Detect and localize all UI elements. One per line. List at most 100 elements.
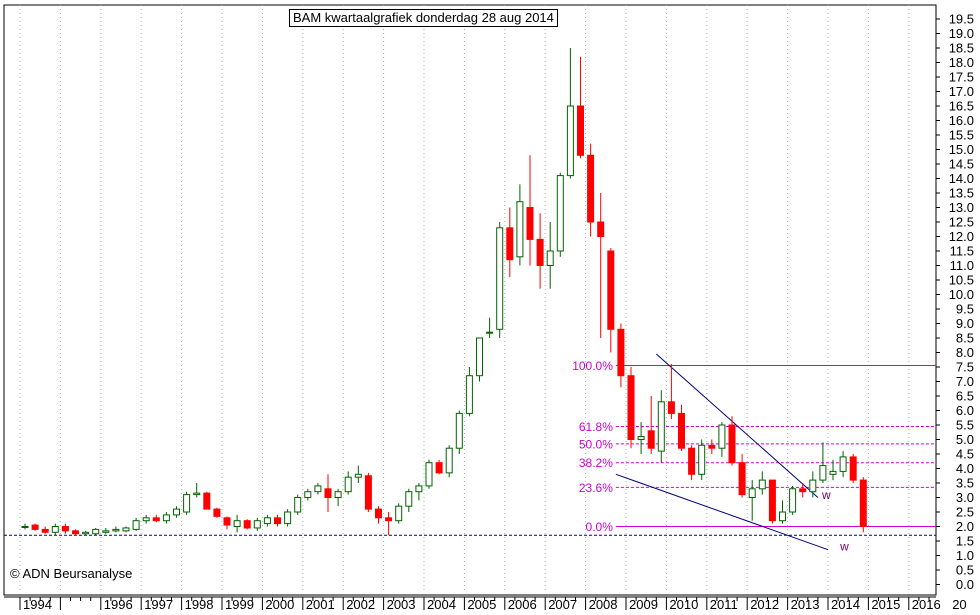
y-tick-label: 7.0 bbox=[956, 374, 974, 389]
y-tick-label: 9.0 bbox=[956, 316, 974, 331]
x-tick-label: 2009 bbox=[629, 597, 658, 610]
candle-down bbox=[577, 105, 584, 156]
fib-level-label: 50.0% bbox=[579, 437, 613, 451]
labels-layer: 100.0% 61.8% 50.0% 38.2% 23.6% 0.0% w w bbox=[572, 359, 849, 553]
candle-down bbox=[152, 517, 160, 522]
candle-up bbox=[465, 375, 473, 414]
y-tick-label: 17.0 bbox=[949, 84, 974, 99]
y-tick-label: 3.0 bbox=[956, 490, 974, 505]
candle-up bbox=[162, 514, 170, 522]
candle-up bbox=[556, 175, 564, 252]
y-tick-label: 11.5 bbox=[950, 244, 974, 259]
y-tick-label: 18.5 bbox=[949, 41, 974, 56]
y-tick-label: 19.0 bbox=[949, 26, 974, 41]
candle-down bbox=[324, 488, 332, 498]
y-tick-label: 1.5 bbox=[956, 534, 974, 549]
candle-down bbox=[688, 447, 696, 475]
candle-down bbox=[627, 375, 635, 441]
candle-up bbox=[718, 424, 726, 449]
candle-down bbox=[536, 238, 544, 266]
candle-down bbox=[506, 227, 514, 261]
x-tick-label: 1999 bbox=[225, 597, 254, 610]
axes-layer: 0.00.51.01.52.02.53.03.54.04.55.05.56.06… bbox=[4, 12, 974, 612]
candle-down bbox=[587, 154, 595, 223]
y-tick-label: 6.5 bbox=[956, 389, 974, 404]
candle-down bbox=[597, 221, 605, 237]
candle-down bbox=[223, 517, 231, 526]
x-tick-label: 1994 bbox=[23, 597, 52, 610]
candle-up bbox=[112, 528, 120, 532]
candle-up bbox=[102, 530, 110, 533]
x-tick-label: 2004 bbox=[427, 597, 456, 610]
x-tick-label: 2001 bbox=[306, 597, 335, 610]
x-tick-label: 2000 bbox=[265, 597, 294, 610]
candle-up bbox=[698, 444, 706, 475]
candle-down bbox=[708, 444, 716, 449]
y-tick-label: 19.5 bbox=[949, 12, 974, 27]
trendline bbox=[615, 473, 829, 551]
x-tick-label: 2007 bbox=[548, 597, 577, 610]
candle-up bbox=[294, 497, 302, 513]
candle-up bbox=[142, 517, 150, 522]
candle-up bbox=[82, 531, 90, 535]
x-tick-label: 2010 bbox=[669, 597, 698, 610]
x-tick-label: 2016 bbox=[912, 597, 941, 610]
candle-down bbox=[526, 207, 534, 240]
candle-up bbox=[546, 250, 554, 266]
y-tick-label: 12.0 bbox=[949, 229, 974, 244]
candle-up bbox=[657, 401, 665, 452]
candle-up bbox=[455, 412, 463, 449]
candle-down bbox=[799, 488, 807, 493]
candle-up bbox=[486, 331, 494, 334]
candle-down bbox=[849, 456, 857, 481]
grid-layer bbox=[3, 4, 937, 596]
x-tick-label: 2003 bbox=[387, 597, 416, 610]
candle-up bbox=[496, 227, 504, 330]
candle-up bbox=[304, 491, 312, 499]
candle-up bbox=[173, 508, 180, 516]
candle-up bbox=[314, 485, 322, 493]
candle-up bbox=[829, 470, 837, 475]
x-tick-label: 1997 bbox=[144, 597, 173, 610]
candle-up bbox=[263, 517, 271, 525]
y-tick-label: 10.0 bbox=[949, 287, 974, 302]
candle-up bbox=[819, 465, 827, 481]
x-tick-label: 2002 bbox=[346, 597, 375, 610]
candle-down bbox=[435, 462, 443, 474]
y-tick-label: 18.0 bbox=[949, 55, 974, 70]
y-tick-label: 4.0 bbox=[956, 461, 974, 476]
candle-up bbox=[637, 436, 645, 441]
y-tick-label: 13.0 bbox=[949, 200, 974, 215]
candles-layer bbox=[21, 48, 867, 536]
fib-level-label: 38.2% bbox=[579, 456, 613, 470]
candle-up bbox=[839, 456, 847, 472]
candle-down bbox=[364, 475, 372, 510]
y-tick-label: 6.0 bbox=[956, 403, 974, 418]
trendlines-layer bbox=[615, 353, 829, 551]
candle-down bbox=[61, 526, 69, 532]
candle-down bbox=[667, 401, 675, 414]
candle-down bbox=[274, 517, 281, 525]
candle-up bbox=[51, 526, 59, 533]
candle-up bbox=[122, 527, 130, 532]
fib-level-label: 23.6% bbox=[579, 481, 613, 495]
y-tick-label: 5.5 bbox=[956, 418, 974, 433]
x-tick-label: 20 bbox=[952, 597, 966, 610]
x-tick-label: 1998 bbox=[185, 597, 214, 610]
candle-up bbox=[758, 479, 766, 490]
candle-up bbox=[193, 492, 201, 496]
x-tick-label: 2011 bbox=[710, 597, 738, 610]
fib-level-label: 100.0% bbox=[572, 359, 613, 373]
candle-up bbox=[344, 476, 352, 493]
x-tick-label: 2014 bbox=[831, 597, 860, 610]
fib-level-label: 0.0% bbox=[586, 520, 614, 534]
candle-down bbox=[213, 508, 221, 517]
y-tick-label: 2.5 bbox=[956, 505, 974, 520]
x-tick-label: 2013 bbox=[791, 597, 820, 610]
x-tick-label: 2012 bbox=[750, 597, 779, 610]
candle-down bbox=[768, 479, 776, 522]
y-tick-label: 4.5 bbox=[956, 447, 974, 462]
candle-up bbox=[354, 473, 362, 478]
y-tick-label: 8.0 bbox=[956, 345, 974, 360]
y-tick-label: 2.0 bbox=[956, 519, 974, 534]
